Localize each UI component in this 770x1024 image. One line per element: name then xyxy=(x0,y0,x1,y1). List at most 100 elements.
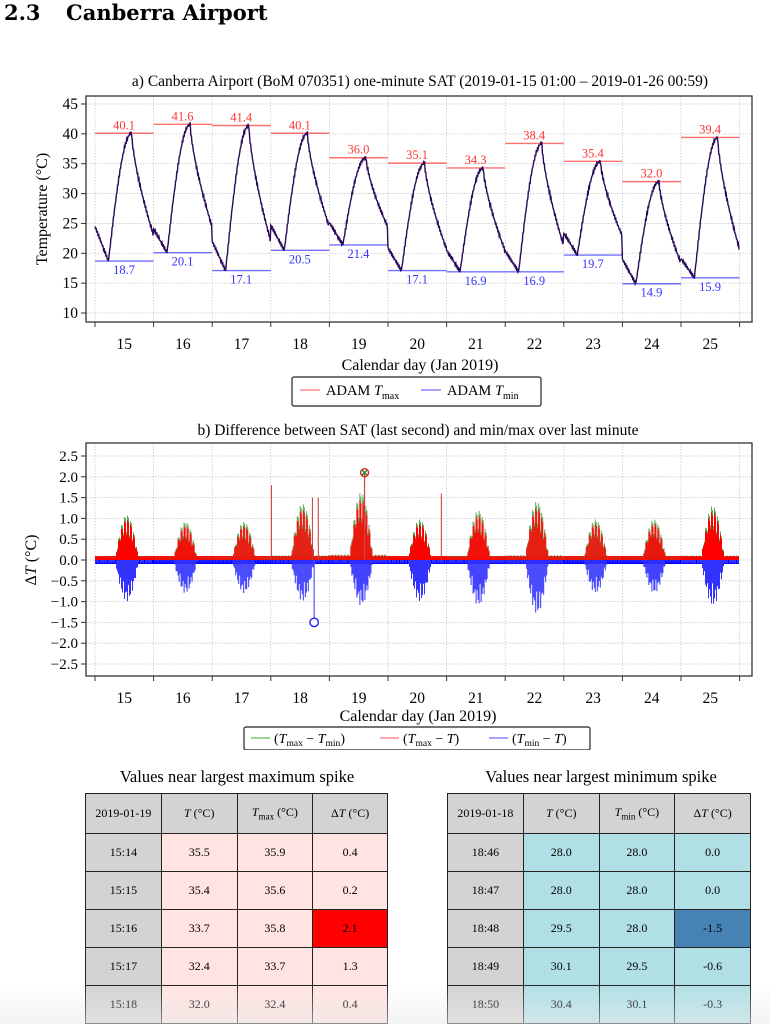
table-row: 18:49 30.1 29.5 -0.6 xyxy=(447,947,751,986)
ytick-label: −2.0 xyxy=(51,636,78,652)
max-spike-cross xyxy=(361,469,368,476)
table-row: 18:46 28.0 28.0 0.0 xyxy=(447,833,751,872)
value-cell: 28.0 xyxy=(598,909,676,948)
legend-tmin-minus-t: (Tmin − T) xyxy=(512,732,567,749)
xtick-label: 20 xyxy=(410,690,426,707)
xtick-label: 15 xyxy=(117,690,133,707)
table-row: 18:50 30.4 30.1 -0.3 xyxy=(447,985,751,1024)
tmin-label: 17.1 xyxy=(406,273,428,287)
min-spike-marker xyxy=(309,617,320,628)
tmin-label: 17.1 xyxy=(230,273,252,287)
value-cell: -0.6 xyxy=(674,947,751,986)
chart-b-markers xyxy=(309,467,370,628)
chart-a-temperature: a) Canberra Airport (BoM 070351) one-min… xyxy=(34,73,753,407)
tmax-label: 36.0 xyxy=(347,143,369,157)
time-cell: 15:17 xyxy=(85,947,162,986)
chart-a-grid xyxy=(86,96,752,322)
xtick-label: 22 xyxy=(527,690,543,707)
ytick-label: 2.5 xyxy=(59,449,78,465)
table-header-cell: Tmax (°C) xyxy=(236,793,314,834)
value-cell: 0.2 xyxy=(312,871,388,910)
value-cell: 28.0 xyxy=(598,871,676,910)
value-cell: 2.1 xyxy=(312,909,388,948)
xtick-label: 19 xyxy=(351,336,367,353)
time-cell: 18:48 xyxy=(447,909,524,948)
tmin-label: 16.9 xyxy=(465,274,487,288)
section-number: 2.3 xyxy=(4,0,41,25)
tmax-label: 41.6 xyxy=(172,109,194,123)
table-header-cell: ΔT (°C) xyxy=(674,793,751,834)
ytick-label: 0.5 xyxy=(59,532,78,548)
tmax-label: 38.4 xyxy=(523,128,546,142)
chart-b-delta: b) Difference between SAT (last second) … xyxy=(23,422,753,750)
value-cell: 29.5 xyxy=(598,947,676,986)
chart-b-legend: (Tmax − Tmin) (Tmax − T) (Tmin − T) xyxy=(243,726,591,750)
xtick-label: 19 xyxy=(351,690,367,707)
value-cell: 28.0 xyxy=(522,871,600,910)
max-spike-table: 2019-01-19 T (°C) Tmax (°C) ΔT (°C) 15:14 35.… xyxy=(85,793,388,1024)
time-cell: 15:18 xyxy=(85,985,162,1024)
value-cell: 30.1 xyxy=(522,947,600,986)
time-cell: 18:46 xyxy=(447,833,524,872)
ytick-label: −2.5 xyxy=(51,657,78,673)
ytick-label: 15 xyxy=(63,275,79,292)
xtick-label: 16 xyxy=(175,690,191,707)
xtick-label: 18 xyxy=(292,690,308,707)
chart-b-bars xyxy=(95,485,739,613)
xtick-label: 20 xyxy=(410,336,426,353)
ytick-label: 1.5 xyxy=(59,491,78,507)
table-header-row: 2019-01-19 T (°C) Tmax (°C) ΔT (°C) xyxy=(85,793,388,834)
value-cell: 0.0 xyxy=(674,833,751,872)
chart-a-title: a) Canberra Airport (BoM 070351) one-min… xyxy=(132,73,708,90)
ytick-label: 10 xyxy=(63,305,79,322)
value-cell: 30.4 xyxy=(522,985,600,1024)
tmin-label: 20.5 xyxy=(289,252,311,266)
value-cell: 0.0 xyxy=(674,871,751,910)
xtick-label: 23 xyxy=(585,336,601,353)
tmax-label: 35.4 xyxy=(582,146,605,160)
ytick-label: 35 xyxy=(63,156,79,173)
table-header-cell: T (°C) xyxy=(160,793,238,834)
time-cell: 18:49 xyxy=(447,947,524,986)
tmin-label: 14.9 xyxy=(640,286,662,300)
table-header-cell: ΔT (°C) xyxy=(312,793,388,834)
tmax-label: 40.1 xyxy=(289,118,311,132)
ytick-label: 20 xyxy=(63,245,79,262)
max-spike-table-title: Values near largest maximum spike xyxy=(119,767,355,786)
table-header-row: 2019-01-18 T (°C) Tmin (°C) ΔT (°C) xyxy=(447,793,751,834)
tmax-label: 40.1 xyxy=(113,118,135,132)
table-header-cell: Tmin (°C) xyxy=(598,793,676,834)
chart-a-series xyxy=(94,122,740,287)
chart-b-xlabel: Calendar day (Jan 2019) xyxy=(340,708,497,725)
tmax-label: 41.4 xyxy=(230,110,253,124)
legend-tmax-minus-t: (Tmax − T) xyxy=(403,732,460,749)
chart-a-frame xyxy=(85,95,753,323)
table-row: 15:17 32.4 33.7 1.3 xyxy=(85,947,388,986)
xtick-label: 17 xyxy=(234,690,250,707)
ytick-label: −1.0 xyxy=(51,595,78,611)
tmax-label: 35.1 xyxy=(406,148,428,162)
tmin-label: 16.9 xyxy=(523,274,545,288)
ytick-label: 30 xyxy=(63,186,79,203)
chart-a-yticks: 10 15 20 25 30 35 40 45 xyxy=(63,96,86,322)
value-cell: 35.4 xyxy=(160,871,238,910)
tmin-label: 18.7 xyxy=(113,263,135,277)
xtick-label: 15 xyxy=(117,336,133,353)
tmax-label: 39.4 xyxy=(699,122,722,136)
section-heading: 2.3 Canberra Airport xyxy=(4,0,267,25)
chart-a-xlabel: Calendar day (Jan 2019) xyxy=(342,357,499,374)
table-header-cell: T (°C) xyxy=(522,793,600,834)
ytick-label: 40 xyxy=(63,126,79,143)
value-cell: 32.0 xyxy=(160,985,238,1024)
time-cell: 15:15 xyxy=(85,871,162,910)
sat-series-line xyxy=(94,122,740,287)
table-row: 15:16 33.7 35.8 2.1 xyxy=(85,909,388,948)
ytick-label: 45 xyxy=(63,96,79,113)
value-cell: 35.6 xyxy=(236,871,314,910)
legend-adam-tmax: ADAM Tmax xyxy=(326,383,399,402)
value-cell: 35.8 xyxy=(236,909,314,948)
xtick-label: 24 xyxy=(644,690,660,707)
value-cell: 35.9 xyxy=(236,833,314,872)
table-row: 15:15 35.4 35.6 0.2 xyxy=(85,871,388,910)
value-cell: 30.1 xyxy=(598,985,676,1024)
